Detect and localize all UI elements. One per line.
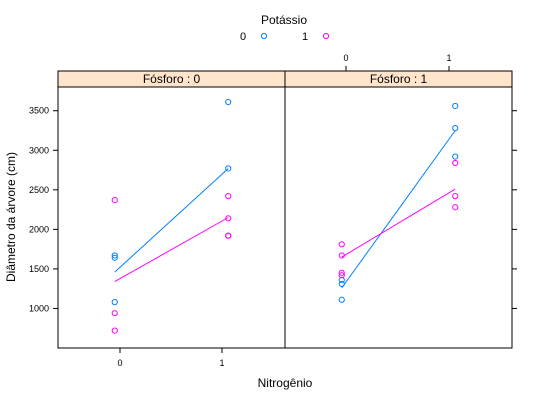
panel-0-frame (57, 86, 286, 349)
legend-label-0: 0 (240, 31, 246, 43)
right-y-axis (512, 110, 517, 309)
left-y-axis: 1000 1500 2000 2500 3000 3500 (29, 106, 58, 313)
fit-line-panel-0-series-0 (114, 168, 229, 273)
point-panel-0-series-1-1 (111, 310, 118, 317)
point-panel-1-series-0-4 (452, 125, 459, 132)
legend-title: Potássio (261, 13, 307, 27)
point-panel-1-series-1-0 (338, 272, 345, 279)
point-panel-1-series-0-1 (338, 280, 345, 288)
y-tick-label-5: 3500 (29, 106, 49, 116)
panel-fosforo-0: Fósforo : 0 (57, 70, 286, 349)
legend-symbol-1 (322, 32, 330, 40)
point-panel-1-series-0-0 (338, 296, 345, 303)
point-panel-0-series-0-2 (111, 252, 118, 259)
top-x-axis: 0 1 (343, 53, 452, 71)
point-panel-1-series-1-6 (452, 159, 459, 167)
point-panel-1-series-1-2 (338, 252, 345, 259)
point-panel-0-series-1-2 (111, 197, 118, 204)
y-tick-label-4: 3000 (29, 145, 49, 155)
point-panel-0-series-1-5 (225, 215, 232, 222)
top-x-tick-label-0: 0 (343, 53, 348, 63)
legend-label-1: 1 (302, 31, 308, 43)
point-panel-1-series-1-3 (338, 241, 345, 248)
point-panel-0-series-0-4 (225, 98, 232, 106)
point-panel-0-series-0-0 (111, 299, 118, 306)
legend-symbol-0 (260, 32, 268, 40)
point-panel-1-series-0-3 (452, 153, 459, 160)
y-tick-label-3: 2500 (29, 185, 49, 195)
panel-1-marks (338, 102, 459, 303)
y-tick-label-1: 1500 (29, 264, 49, 274)
x-axis-label: Nitrogênio (258, 376, 313, 390)
x-tick-label-0: 0 (117, 358, 122, 368)
y-tick-label-0: 1000 (29, 303, 49, 313)
legend: Potássio 0 1 (240, 13, 330, 43)
point-panel-0-series-1-4 (225, 232, 232, 239)
y-tick-label-2: 2000 (29, 224, 49, 234)
point-panel-1-series-1-4 (452, 204, 459, 211)
x-tick-label-1: 1 (219, 358, 224, 368)
fit-line-panel-0-series-1 (114, 217, 229, 282)
y-axis-label: Diâmetro da árvore (cm) (4, 152, 18, 282)
top-x-tick-label-1: 1 (446, 53, 451, 63)
bottom-x-axis: 0 1 (117, 348, 225, 368)
fit-line-panel-1-series-0 (341, 130, 456, 289)
point-panel-1-series-1-1 (338, 269, 345, 276)
strip-label-panel-0: Fósforo : 0 (143, 72, 201, 86)
fit-line-panel-1-series-1 (341, 188, 456, 258)
point-panel-1-series-0-5 (452, 102, 459, 110)
point-panel-1-series-1-5 (452, 193, 459, 200)
panel-0-marks (111, 98, 232, 334)
strip-label-panel-1: Fósforo : 1 (370, 72, 428, 86)
panel-fosforo-1: Fósforo : 1 (284, 70, 513, 349)
point-panel-0-series-1-0 (111, 327, 118, 334)
point-panel-0-series-0-1 (111, 254, 118, 261)
point-panel-0-series-1-6 (225, 193, 232, 200)
panel-1-frame (284, 86, 513, 349)
point-panel-0-series-0-3 (225, 165, 232, 172)
